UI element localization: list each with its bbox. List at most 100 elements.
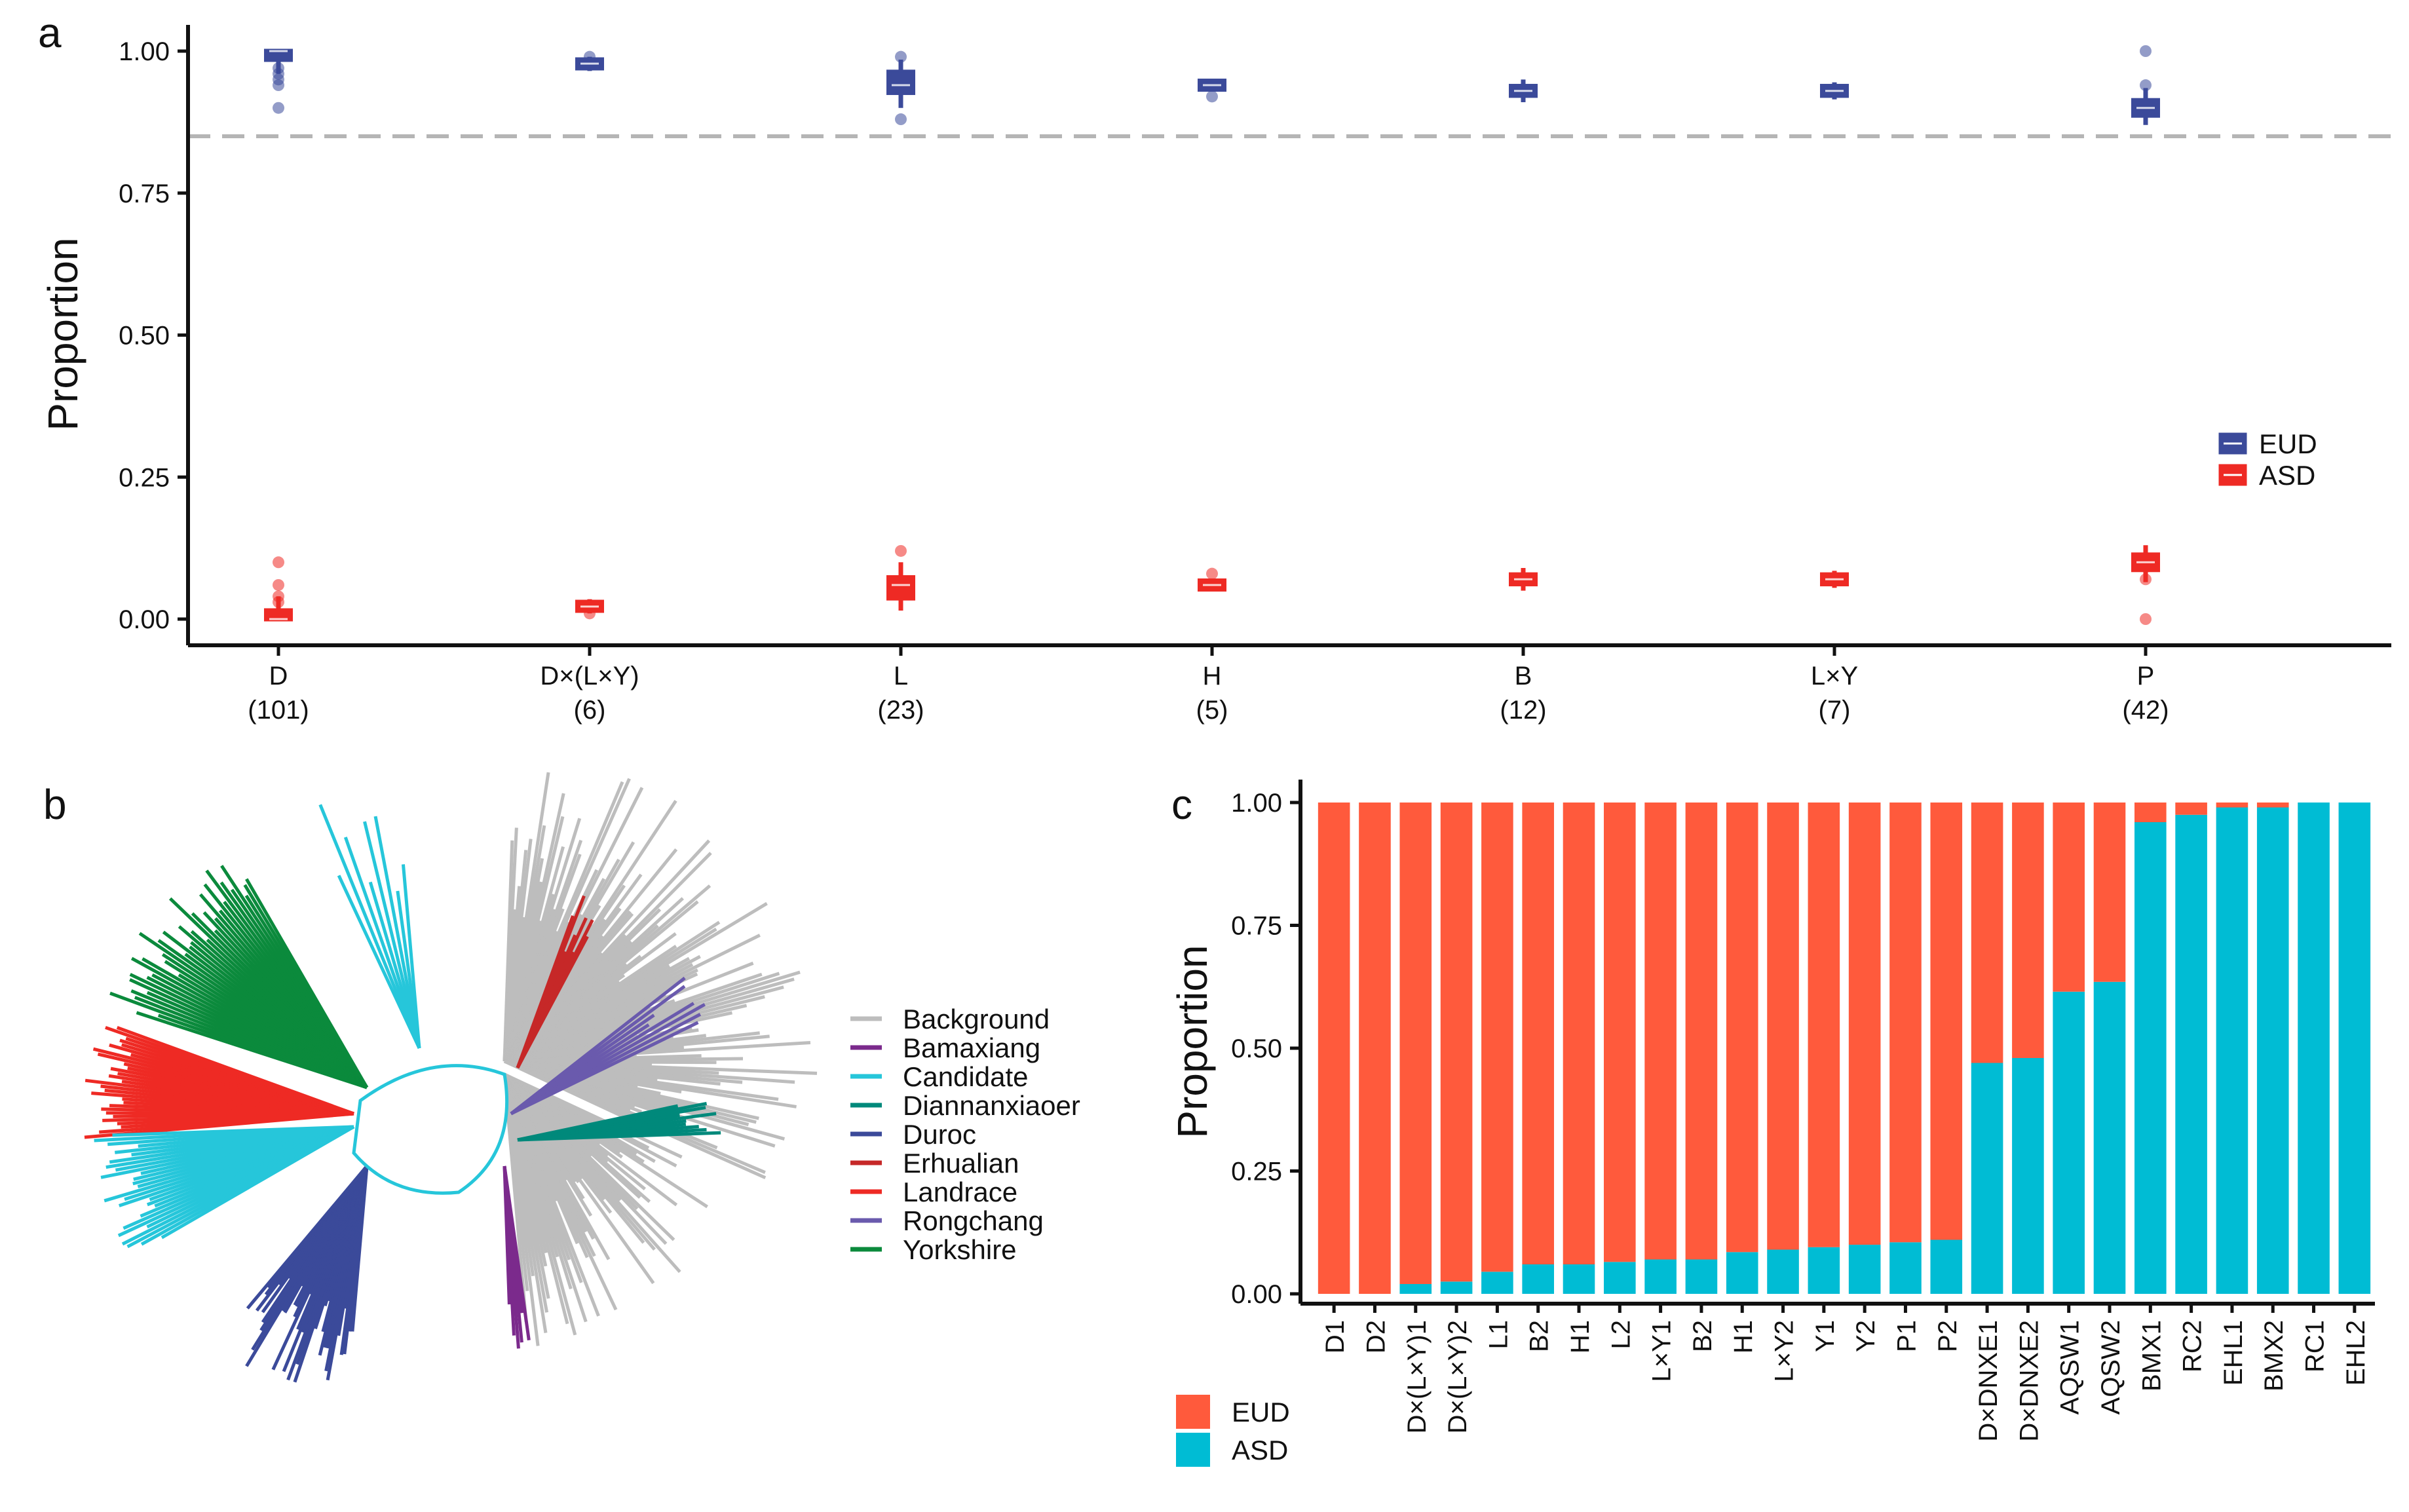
y-tick-label: 0.75 — [119, 180, 170, 208]
tree-root-core — [352, 1064, 509, 1195]
bar-segment-eud — [2012, 803, 2044, 1058]
x-tick-label: RC1 — [2301, 1320, 2330, 1372]
bar-segment-asd — [1522, 1264, 1554, 1294]
y-tick-label: 0.25 — [119, 463, 170, 492]
bar-segment-asd — [1726, 1252, 1758, 1294]
x-tick-label: B2 — [1688, 1320, 1717, 1352]
x-tick-label: EHL1 — [2219, 1320, 2248, 1386]
bar-segment-eud — [1318, 803, 1350, 1294]
bar-segment-asd — [1767, 1249, 1799, 1294]
tree-legend: BackgroundBamaxiangCandidateDiannanxiaoe… — [850, 1004, 1080, 1265]
outlier-point-eud — [2140, 79, 2152, 92]
bar-segment-asd — [1848, 1245, 1881, 1294]
x-tick-label: B — [1515, 662, 1532, 690]
x-tick-label: BMX2 — [2260, 1320, 2288, 1391]
bar-segment-eud — [1359, 803, 1391, 1294]
x-tick-label: Y2 — [1851, 1320, 1880, 1352]
bar-segment-eud — [1481, 803, 1513, 1272]
panel-c-y-axis-title: Proportion — [1169, 945, 1216, 1138]
bar-segment-eud — [2256, 803, 2289, 808]
bar-segment-asd — [2093, 981, 2126, 1294]
x-tick-label: D×(L×Y)2 — [1443, 1320, 1472, 1433]
bar-segment-asd — [1685, 1259, 1718, 1294]
panel-label-c: c — [1171, 781, 1192, 828]
tree-legend-label: Rongchang — [903, 1205, 1044, 1236]
tree-legend-label: Landrace — [903, 1177, 1017, 1207]
x-tick-label: EHL2 — [2342, 1320, 2370, 1386]
bar-segment-eud — [1399, 803, 1432, 1284]
x-tick-label: AQSW2 — [2096, 1320, 2125, 1414]
x-tick-label: L×Y — [1811, 662, 1858, 690]
bar-segment-asd — [2216, 807, 2248, 1294]
tree-branch-candidate — [112, 1125, 354, 1137]
panel-a-boxplot: Proportion 0.00 0.25 0.50 0.75 1.00 D (101) D×(… — [39, 25, 2391, 725]
panel-c-stacked-bar: Proportion D1 D2 D×(L×Y)1 D×(L×Y)2 L1 B2 H1 L2 L… — [1169, 780, 2375, 1467]
bar-segment-asd — [1889, 1242, 1922, 1294]
bar-segment-asd — [1971, 1063, 2003, 1294]
bar-segment-eud — [1563, 803, 1595, 1264]
tree-legend-label: Background — [903, 1004, 1050, 1034]
x-tick-label: H — [1203, 662, 1222, 690]
y-tick-label: 0.00 — [1231, 1280, 1282, 1309]
bar-segment-eud — [1971, 803, 2003, 1063]
outlier-point-asd — [2140, 613, 2152, 625]
x-tick-label: D×(L×Y)1 — [1403, 1320, 1432, 1433]
bar-segment-eud — [1848, 803, 1881, 1245]
x-tick-label: L — [894, 662, 908, 690]
panel-label-b: b — [43, 781, 67, 828]
x-tick-label: AQSW1 — [2056, 1320, 2085, 1414]
box-asd — [886, 575, 915, 601]
outlier-point-eud — [273, 102, 284, 114]
bar-segment-eud — [2134, 803, 2167, 822]
tree-branch-rongchang — [510, 1021, 699, 1116]
y-tick-label: 0.75 — [1231, 912, 1282, 941]
x-tick-count: (5) — [1196, 696, 1228, 725]
bar-segment-asd — [1930, 1239, 1963, 1294]
panel-a-y-axis-title: Proportion — [39, 237, 86, 430]
tree-branch-diannanxiaoer — [517, 1131, 721, 1142]
x-tick-label: L2 — [1606, 1320, 1635, 1350]
tree-branches — [84, 772, 818, 1383]
bar-segment-asd — [1563, 1264, 1595, 1294]
x-tick-label: H1 — [1566, 1320, 1595, 1353]
x-tick-label: H1 — [1729, 1320, 1758, 1353]
bar-segment-eud — [1808, 803, 1840, 1247]
bar-segment-asd — [2298, 803, 2330, 1294]
x-tick-count: (6) — [574, 696, 606, 725]
bar-segment-asd — [2256, 807, 2289, 1294]
tree-branch-candidate — [343, 837, 421, 1049]
bar-segment-eud — [1644, 803, 1677, 1260]
outlier-point-asd — [273, 556, 284, 569]
bar-segment-asd — [1604, 1262, 1636, 1294]
tree-legend-label: Erhualian — [903, 1148, 1019, 1179]
outlier-point-asd — [1206, 567, 1218, 580]
outlier-point-eud — [895, 113, 907, 126]
x-tick-label: P1 — [1892, 1320, 1921, 1352]
bar-segment-eud — [2216, 803, 2248, 808]
legend-label-asd: ASD — [2259, 460, 2315, 491]
legend-swatch-eud — [1176, 1395, 1210, 1429]
bar-segment-eud — [1930, 803, 1963, 1240]
x-tick-label: L×Y2 — [1770, 1320, 1799, 1382]
bar-segment-eud — [1767, 803, 1799, 1250]
tree-legend-label: Bamaxiang — [903, 1032, 1040, 1063]
panel-label-a: a — [38, 9, 62, 56]
panel-b-tree: BackgroundBamaxiangCandidateDiannanxiaoe… — [84, 772, 1080, 1383]
outlier-point-eud — [1206, 90, 1218, 103]
outlier-point-eud — [2140, 45, 2152, 57]
y-tick-label: 1.00 — [1231, 789, 1282, 818]
outlier-point-eud — [895, 50, 907, 63]
bar-segment-asd — [1440, 1281, 1473, 1294]
bar-segment-eud — [1522, 803, 1554, 1264]
bar-segment-asd — [2338, 803, 2371, 1294]
x-tick-label: P — [2137, 662, 2155, 690]
panel-c-legend: EUD ASD — [1176, 1395, 1290, 1467]
legend-label-eud: EUD — [2259, 428, 2317, 459]
x-tick-count: (42) — [2122, 696, 2169, 725]
tree-branch-duroc — [246, 1165, 368, 1310]
legend-label-eud: EUD — [1232, 1397, 1290, 1427]
box-eud — [886, 69, 915, 96]
tree-branch-background — [503, 1074, 528, 1322]
